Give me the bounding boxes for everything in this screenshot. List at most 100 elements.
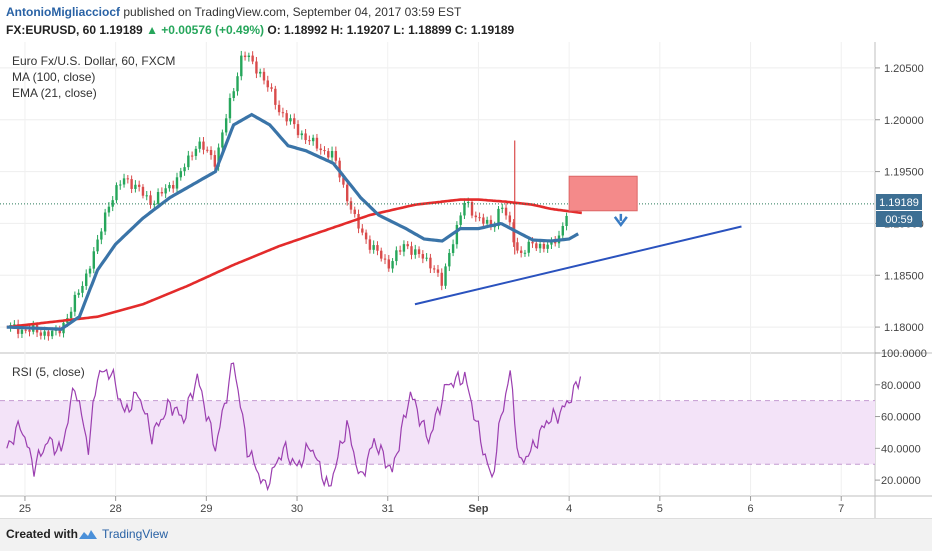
candle-body <box>224 118 228 133</box>
candle-body <box>467 202 470 204</box>
price-tick-label: 1.18500 <box>884 270 924 282</box>
time-tick-label: 29 <box>200 503 212 515</box>
candle-body <box>538 243 542 249</box>
candle-body <box>259 71 262 74</box>
candle-body <box>228 97 232 119</box>
time-tick-label: Sep <box>468 503 488 515</box>
candle-body <box>274 88 277 105</box>
candle-body <box>43 331 46 336</box>
candle-body <box>145 195 148 197</box>
candle-body <box>327 151 330 158</box>
price-tick-label: 1.18000 <box>884 322 924 334</box>
candle-body <box>172 184 175 189</box>
time-tick-label: 31 <box>382 503 394 515</box>
candle-body <box>315 137 319 149</box>
candle-body <box>414 249 417 255</box>
candle-body <box>293 118 296 125</box>
time-tick-label: 5 <box>657 503 663 515</box>
candle-body <box>47 331 50 337</box>
candle-body <box>489 219 493 228</box>
rsi-tick-label: 60.0000 <box>881 412 921 424</box>
candle-body <box>459 215 462 225</box>
rsi-tick-label: 80.0000 <box>881 380 921 392</box>
candle-body <box>542 243 546 249</box>
candle-body <box>319 148 322 151</box>
candle-body <box>372 245 375 250</box>
candle-body <box>134 184 137 189</box>
candle-body <box>519 250 523 253</box>
candle-body <box>107 206 111 213</box>
time-tick-label: 7 <box>838 503 844 515</box>
candle-body <box>429 257 432 269</box>
countdown-tag <box>876 211 922 227</box>
author-link[interactable]: AntonioMigliacciocf <box>6 5 120 19</box>
candle-body <box>368 239 372 250</box>
candle-body <box>190 155 194 157</box>
time-tick-label: 30 <box>291 503 303 515</box>
candle-body <box>111 200 114 207</box>
candle-body <box>270 87 273 89</box>
candle-body <box>482 217 485 224</box>
symbol-price: FX:EURUSD, 60 1.19189 <box>6 23 143 37</box>
footer: Created with TradingView <box>0 518 932 551</box>
candle-body <box>508 215 512 223</box>
candle-body <box>470 202 474 216</box>
candle-body <box>516 242 519 251</box>
rsi-legend: RSI (5, close) <box>12 365 85 379</box>
candle-body <box>183 167 186 172</box>
candle-body <box>376 245 379 251</box>
candle-body <box>179 171 182 178</box>
price-chart[interactable]: 1.205001.200001.195001.190001.185001.180… <box>0 42 932 518</box>
candle-body <box>39 332 43 336</box>
candle-body <box>402 244 406 252</box>
countdown-label: 00:59 <box>885 214 913 226</box>
candle-body <box>444 266 447 286</box>
rsi-tick-label: 100.0000 <box>881 348 927 360</box>
candle-body <box>168 184 171 189</box>
candle-body <box>194 148 198 156</box>
last-price-tag <box>876 194 922 210</box>
candle-body <box>308 140 311 142</box>
candle-body <box>119 184 122 186</box>
down-arrow-icon <box>613 216 628 227</box>
ma-100-line <box>6 198 582 329</box>
ma-legend: MA (100, close) <box>12 70 95 84</box>
candle-body <box>504 207 508 216</box>
candle-body <box>217 147 220 167</box>
candle-body <box>421 254 425 259</box>
candle-body <box>122 178 126 185</box>
candle-body <box>255 61 258 74</box>
candle-body <box>478 217 481 219</box>
candle-body <box>153 203 156 205</box>
candle-body <box>20 329 24 334</box>
tradingview-link[interactable]: TradingView <box>102 527 169 541</box>
candle-body <box>50 330 54 337</box>
candle-body <box>262 71 266 81</box>
candle-body <box>440 272 443 286</box>
candle-body <box>247 55 251 58</box>
candle-body <box>156 192 160 204</box>
candle-body <box>501 207 504 209</box>
candle-body <box>417 249 421 255</box>
annotations <box>0 175 875 306</box>
last-price-label: 1.19189 <box>879 197 919 209</box>
candle-body <box>209 149 213 156</box>
candle-body <box>206 149 209 151</box>
candle-body <box>531 241 534 244</box>
candle-body <box>527 241 530 253</box>
quote-line: FX:EURUSD, 60 1.19189 ▲ +0.00576 (+0.49%… <box>6 23 514 37</box>
rsi-line <box>6 362 582 492</box>
candle-body <box>73 294 77 312</box>
publish-text: published on TradingView.com, September … <box>123 5 462 19</box>
axis-labels: 1.205001.200001.195001.190001.185001.180… <box>19 63 927 515</box>
candle-body <box>455 224 459 245</box>
candle-body <box>342 177 345 185</box>
candle-body <box>77 292 80 295</box>
candle-body <box>130 179 133 189</box>
candle-body <box>395 250 398 262</box>
time-tick-label: 28 <box>110 503 122 515</box>
candle-body <box>334 151 338 161</box>
candle-body <box>361 228 364 233</box>
candle-body <box>485 219 489 224</box>
candle-body <box>187 155 190 168</box>
